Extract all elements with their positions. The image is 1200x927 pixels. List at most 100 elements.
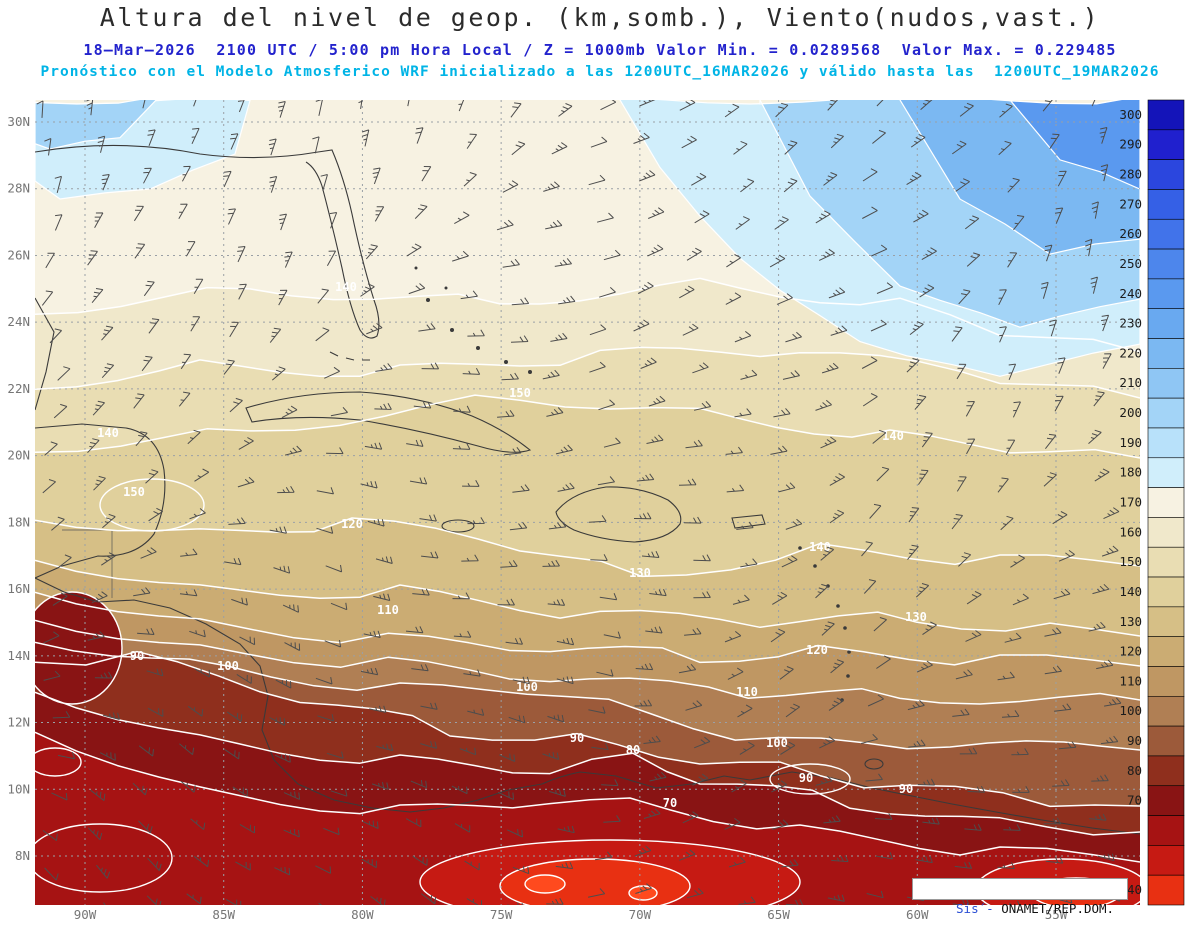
wind-barb	[647, 244, 664, 257]
wind-barb	[283, 791, 301, 800]
wind-barb	[269, 717, 286, 726]
wind-barb	[330, 789, 348, 797]
wind-barb	[915, 583, 930, 598]
wind-barb	[589, 361, 606, 373]
wind-barb	[146, 895, 162, 905]
wind-barb	[914, 394, 927, 410]
wind-barb	[815, 583, 829, 599]
wind-barb	[737, 704, 753, 718]
wind-barb	[875, 852, 893, 860]
wind-barb	[134, 243, 146, 259]
wind-barb	[87, 438, 100, 454]
wind-barb	[411, 664, 429, 672]
colorbar-tick-label: 100	[1119, 703, 1142, 718]
wind-barb	[454, 823, 471, 833]
colorbar-tick-label: 130	[1119, 614, 1142, 629]
colorbar-cell	[1147, 695, 1185, 727]
wind-barb	[556, 637, 575, 646]
wind-barb	[1053, 588, 1071, 600]
wind-barb	[54, 214, 63, 231]
wind-barb	[315, 327, 330, 342]
contour-label: 130	[629, 566, 651, 580]
colorbar-cell	[1147, 666, 1185, 697]
wind-barb	[865, 773, 883, 782]
lat-tick-label: 16N	[7, 581, 30, 596]
wind-barb	[193, 278, 204, 295]
colorbar-tick-label: 280	[1119, 167, 1142, 182]
lat-tick-label: 18N	[7, 514, 30, 529]
wind-barb	[277, 486, 295, 494]
wind-barb	[420, 893, 437, 905]
wind-barb	[693, 591, 711, 599]
contour-lines	[35, 277, 1140, 863]
wind-barb	[958, 289, 971, 305]
wind-barb	[418, 322, 436, 332]
wind-barb	[102, 513, 116, 529]
wind-barb	[907, 700, 925, 711]
colorbar-cell	[1147, 815, 1185, 846]
wind-barb	[917, 469, 929, 485]
wind-barb	[463, 669, 481, 677]
wind-barb	[421, 362, 440, 370]
wind-barb	[725, 292, 742, 305]
wind-barb	[998, 289, 1007, 306]
wind-barb	[633, 319, 650, 332]
wind-barb	[910, 133, 926, 148]
wind-barb	[600, 100, 617, 111]
wind-barb	[1001, 710, 1020, 718]
coastline-south-america	[541, 771, 1140, 835]
chart-title: Altura del nivel de geop. (km,somb.), Vi…	[99, 3, 1101, 32]
wind-barb	[551, 142, 568, 155]
wind-barb	[1010, 554, 1025, 568]
colorbar-cell	[1147, 546, 1185, 578]
wind-barb	[376, 743, 394, 752]
wind-barb	[1003, 900, 1020, 905]
wind-barb	[57, 366, 71, 381]
wind-barb	[828, 697, 844, 711]
wind-barb	[318, 902, 323, 905]
wind-barb	[1044, 665, 1062, 675]
wind-barb	[635, 883, 652, 894]
wind-barb	[194, 468, 210, 482]
wind-barb	[965, 401, 975, 417]
wind-barb	[460, 290, 478, 300]
wind-barb	[643, 735, 661, 744]
wind-barb	[547, 598, 566, 606]
wind-barb	[274, 866, 291, 876]
wind-barb	[361, 129, 370, 147]
wind-barb	[596, 212, 614, 223]
wind-barb	[99, 752, 116, 761]
wind-barb	[87, 250, 98, 266]
wind-barb	[920, 100, 933, 110]
wind-barb	[557, 825, 575, 834]
wind-barb	[956, 363, 967, 380]
wind-barb	[555, 862, 574, 870]
wind-barb	[231, 597, 248, 606]
wind-barb	[284, 251, 293, 268]
wind-barb	[922, 817, 940, 825]
wind-barb	[1007, 252, 1018, 268]
wind-barb	[876, 282, 893, 294]
wind-barb	[1045, 433, 1057, 450]
wind-barb	[284, 642, 301, 651]
colorbar-cell	[1147, 487, 1185, 518]
wind-barb	[908, 507, 920, 523]
contour-line	[35, 641, 1140, 751]
colorbar-tick-label: 160	[1119, 524, 1142, 539]
wind-barb	[867, 694, 884, 707]
wind-barb	[819, 736, 835, 749]
wind-barb	[645, 626, 663, 634]
wind-barb	[501, 372, 519, 381]
wind-barb	[87, 631, 105, 641]
wind-barb	[179, 589, 198, 597]
wind-barb	[361, 858, 377, 869]
contour-label: 150	[509, 386, 531, 400]
wind-barb	[53, 403, 68, 419]
wind-barb	[866, 890, 884, 899]
colorbar-cell	[1147, 785, 1185, 816]
wind-barb	[546, 407, 564, 417]
wind-barb	[909, 321, 924, 335]
wind-barb	[407, 100, 410, 107]
wind-barb	[237, 100, 245, 113]
wind-barb	[862, 393, 878, 407]
